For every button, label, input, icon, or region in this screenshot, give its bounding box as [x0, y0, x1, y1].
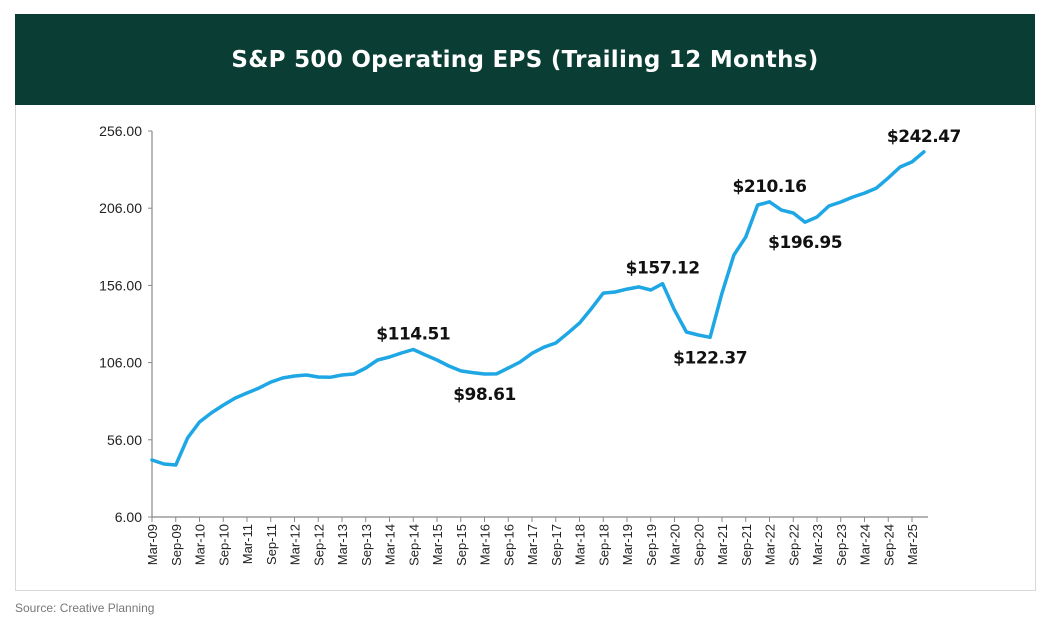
y-tick-label: 106.00: [99, 355, 142, 371]
data-label: $114.51: [376, 324, 450, 344]
data-label: $122.37: [673, 348, 747, 368]
x-tick-label: Mar-11: [240, 524, 255, 564]
x-tick-label: Sep-11: [264, 524, 279, 565]
x-tick-label: Mar-22: [763, 524, 778, 565]
x-tick-label: Sep-17: [549, 524, 564, 566]
chart-panel: 6.00 56.00 106.00 156.00 206.00 256.00 Mar-09 S…: [15, 105, 1036, 591]
x-tick-label: Mar-24: [858, 524, 873, 565]
data-label: $98.61: [453, 385, 516, 405]
y-tick-label: 156.00: [99, 277, 142, 293]
x-tick-label: Mar-14: [383, 524, 398, 565]
x-tick-label: Sep-23: [834, 524, 849, 566]
x-tick-label: Mar-17: [525, 524, 540, 565]
x-tick-label: Mar-23: [810, 524, 825, 565]
y-tick-label: 206.00: [99, 200, 142, 216]
x-tick-label: Sep-15: [454, 524, 469, 566]
x-tick-label: Sep-18: [596, 524, 611, 566]
x-tick-label: Mar-10: [193, 524, 208, 565]
eps-line-chart: 6.00 56.00 106.00 156.00 206.00 256.00 Mar-09 S…: [16, 105, 1035, 590]
chart-title: S&P 500 Operating EPS (Trailing 12 Month…: [231, 47, 818, 73]
y-tick-label: 6.00: [115, 509, 142, 525]
x-tick-label: Mar-18: [573, 524, 588, 565]
data-label: $210.16: [733, 177, 807, 197]
x-tick-label: Sep-22: [786, 524, 801, 566]
y-tick-label: 256.00: [99, 123, 142, 139]
x-tick-label: Mar-21: [715, 524, 730, 565]
x-tick-label: Mar-25: [905, 524, 920, 565]
eps-series-line: [152, 152, 924, 465]
x-tick-label: Mar-13: [335, 524, 350, 565]
x-tick-label: Mar-15: [430, 524, 445, 565]
x-tick-label: Sep-12: [311, 524, 326, 566]
x-tick-label: Sep-21: [739, 524, 754, 566]
x-tick-label: Sep-20: [691, 524, 706, 566]
x-tick-label: Mar-09: [145, 524, 160, 565]
x-tick-label: Sep-19: [644, 524, 659, 566]
data-label: $196.95: [768, 233, 842, 253]
x-tick-label: Sep-10: [216, 524, 231, 566]
x-tick-label: Mar-12: [288, 524, 303, 565]
data-label: $157.12: [626, 259, 700, 279]
x-tick-label: Sep-16: [501, 524, 516, 566]
x-tick-label: Mar-19: [620, 524, 635, 565]
x-tick-label: Sep-24: [881, 524, 896, 566]
title-banner: S&P 500 Operating EPS (Trailing 12 Month…: [15, 14, 1035, 105]
x-tick-label: Sep-13: [359, 524, 374, 566]
x-tick-label: Mar-20: [668, 524, 683, 565]
x-tick-label: Sep-09: [169, 524, 184, 566]
data-label: $242.47: [887, 127, 961, 147]
source-note: Source: Creative Planning: [15, 601, 154, 615]
x-tick-label: Mar-16: [478, 524, 493, 565]
y-tick-label: 56.00: [107, 432, 142, 448]
x-tick-label: Sep-14: [406, 524, 421, 566]
